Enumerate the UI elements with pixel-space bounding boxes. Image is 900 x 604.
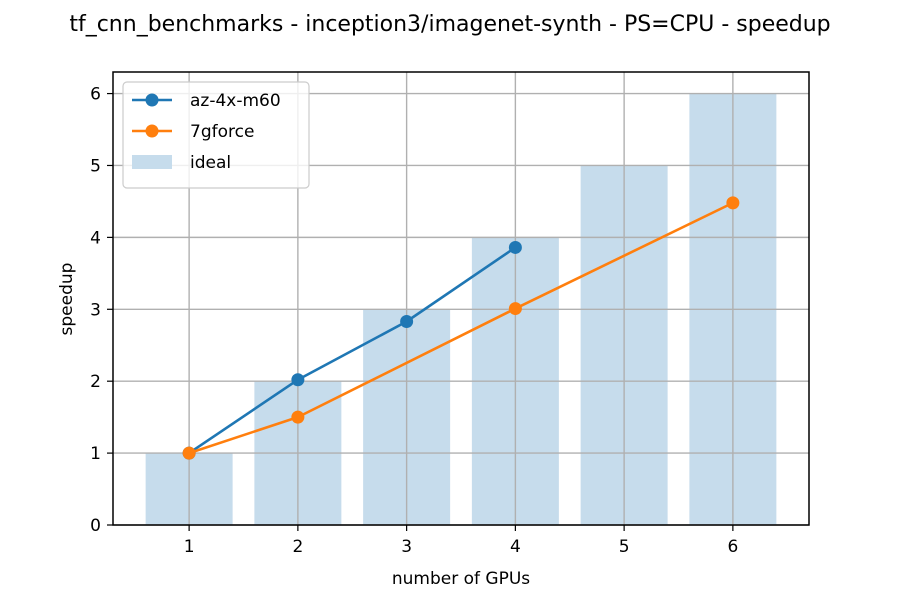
legend: az-4x-m60 7gforce ideal [122, 81, 310, 189]
data-point-7gforce-6 [726, 196, 740, 210]
legend-label-az-4x-m60: az-4x-m60 [190, 91, 281, 111]
y-tick-label-2: 2 [90, 372, 101, 392]
x-tick-label-4: 4 [510, 537, 521, 557]
legend-item-7gforce: 7gforce [132, 122, 254, 142]
y-tick-label-0: 0 [90, 516, 101, 536]
x-axis-label: number of GPUs [392, 569, 530, 589]
y-tick-label-3: 3 [90, 300, 101, 320]
legend-label-7gforce: 7gforce [190, 122, 254, 142]
x-tick-label-2: 2 [292, 537, 303, 557]
data-point-az-4x-m60-2 [291, 373, 305, 387]
y-axis-ticks: 0 1 2 3 4 5 6 [90, 85, 113, 536]
x-tick-label-5: 5 [619, 537, 630, 557]
legend-marker-7gforce [145, 124, 159, 138]
legend-swatch-ideal [132, 155, 172, 169]
y-axis-label: speedup [57, 263, 77, 336]
x-axis-ticks: 1 2 3 4 5 6 [184, 525, 738, 557]
y-tick-label-4: 4 [90, 228, 101, 248]
y-tick-label-6: 6 [90, 85, 101, 105]
plot-area: 1 2 3 4 5 6 0 1 2 3 4 5 6 [90, 71, 810, 557]
y-tick-label-1: 1 [90, 444, 101, 464]
series-line-az-4x-m60 [187, 246, 517, 455]
x-tick-label-6: 6 [727, 537, 738, 557]
legend-item-ideal: ideal [132, 153, 231, 173]
data-point-7gforce-4 [508, 302, 522, 316]
data-point-az-4x-m60-3 [400, 315, 414, 329]
legend-label-ideal: ideal [190, 153, 231, 173]
series-line-7gforce [187, 201, 735, 455]
legend-item-az-4x-m60: az-4x-m60 [132, 91, 281, 111]
axes-frame [112, 71, 810, 526]
x-tick-label-3: 3 [401, 537, 412, 557]
series-7gforce [182, 196, 740, 460]
y-tick-label-5: 5 [90, 156, 101, 176]
x-tick-label-1: 1 [184, 537, 195, 557]
data-point-7gforce-1 [182, 446, 196, 460]
legend-marker-az-4x-m60 [145, 93, 159, 107]
data-point-az-4x-m60-4 [508, 240, 522, 254]
chart-title: tf_cnn_benchmarks - inception3/imagenet-… [69, 12, 830, 37]
data-point-7gforce-2 [291, 410, 305, 424]
